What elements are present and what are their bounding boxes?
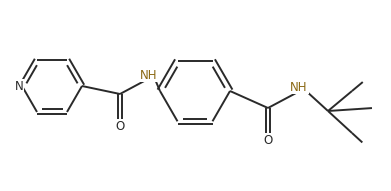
Text: N: N (14, 79, 23, 92)
Text: O: O (264, 134, 273, 146)
Text: NH: NH (140, 69, 158, 82)
Text: NH: NH (290, 80, 308, 94)
Text: O: O (115, 120, 125, 133)
